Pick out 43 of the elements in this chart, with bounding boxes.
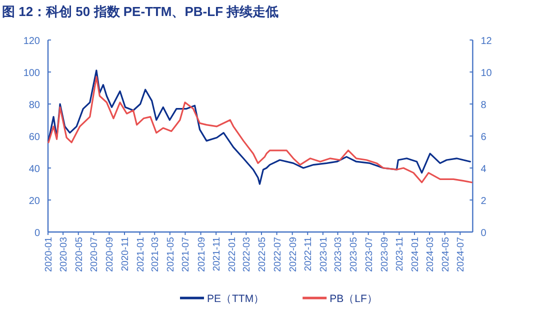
x-tick-label: 2022-03 [242, 237, 253, 272]
x-tick-label: 2022-05 [256, 237, 268, 272]
x-tick-label: 2020-09 [104, 237, 116, 272]
x-tick-label: 2024-01 [410, 237, 421, 272]
x-tick-label: 2023-05 [348, 237, 360, 272]
y-tick-label: 0 [34, 228, 40, 239]
x-tick-label: 2020-05 [74, 237, 85, 272]
x-tick-label: 2021-05 [165, 237, 176, 272]
x-tick-label: 2024-03 [425, 237, 436, 272]
x-tick-label: 2022-09 [288, 237, 299, 272]
y-tick-label: 60 [28, 132, 40, 143]
x-tick-label: 2021-07 [180, 237, 192, 272]
x-tick-label: 2024-05 [440, 237, 452, 272]
y-tick-label: 20 [28, 196, 40, 207]
x-tick-label: 2021-11 [212, 237, 223, 272]
x-tick-label: 2022-11 [303, 237, 314, 272]
x-tick-label: 2023-07 [364, 237, 375, 272]
x-tick-label: 2023-03 [333, 237, 344, 272]
x-tick-label: 2022-01 [226, 237, 238, 272]
x-tick-label: 2021-01 [135, 237, 146, 272]
x-tick-label: 2020-03 [58, 237, 70, 272]
x-tick-label: 2021-03 [150, 237, 162, 272]
y2-tick-label: 6 [480, 132, 487, 143]
x-tick-label: 2020-11 [120, 237, 132, 272]
y2-tick-label: 12 [480, 36, 492, 47]
x-tick-label: 2023-01 [318, 237, 330, 272]
x-tick-label: 2021-09 [196, 237, 208, 272]
y2-tick-label: 10 [480, 68, 492, 79]
x-tick-label: 2024-07 [456, 237, 467, 272]
y2-tick-label: 4 [480, 164, 487, 175]
y2-tick-label: 0 [480, 228, 487, 239]
y2-tick-label: 2 [480, 196, 487, 207]
y2-tick-label: 8 [480, 100, 487, 111]
y-tick-label: 100 [23, 68, 40, 79]
x-tick-label: 2020-01 [44, 237, 54, 272]
x-tick-label: 2022-07 [272, 237, 284, 272]
x-tick-label: 2023-11 [394, 237, 406, 272]
y-tick-label: 120 [23, 36, 40, 47]
y-tick-label: 40 [28, 164, 40, 175]
x-tick-label: 2023-09 [379, 237, 390, 272]
x-tick-label: 2020-07 [89, 237, 100, 272]
title: 图 12：科创 50 指数 PE-TTM、PB-LF 持续走低 [2, 4, 279, 19]
y-tick-label: 80 [28, 100, 40, 111]
